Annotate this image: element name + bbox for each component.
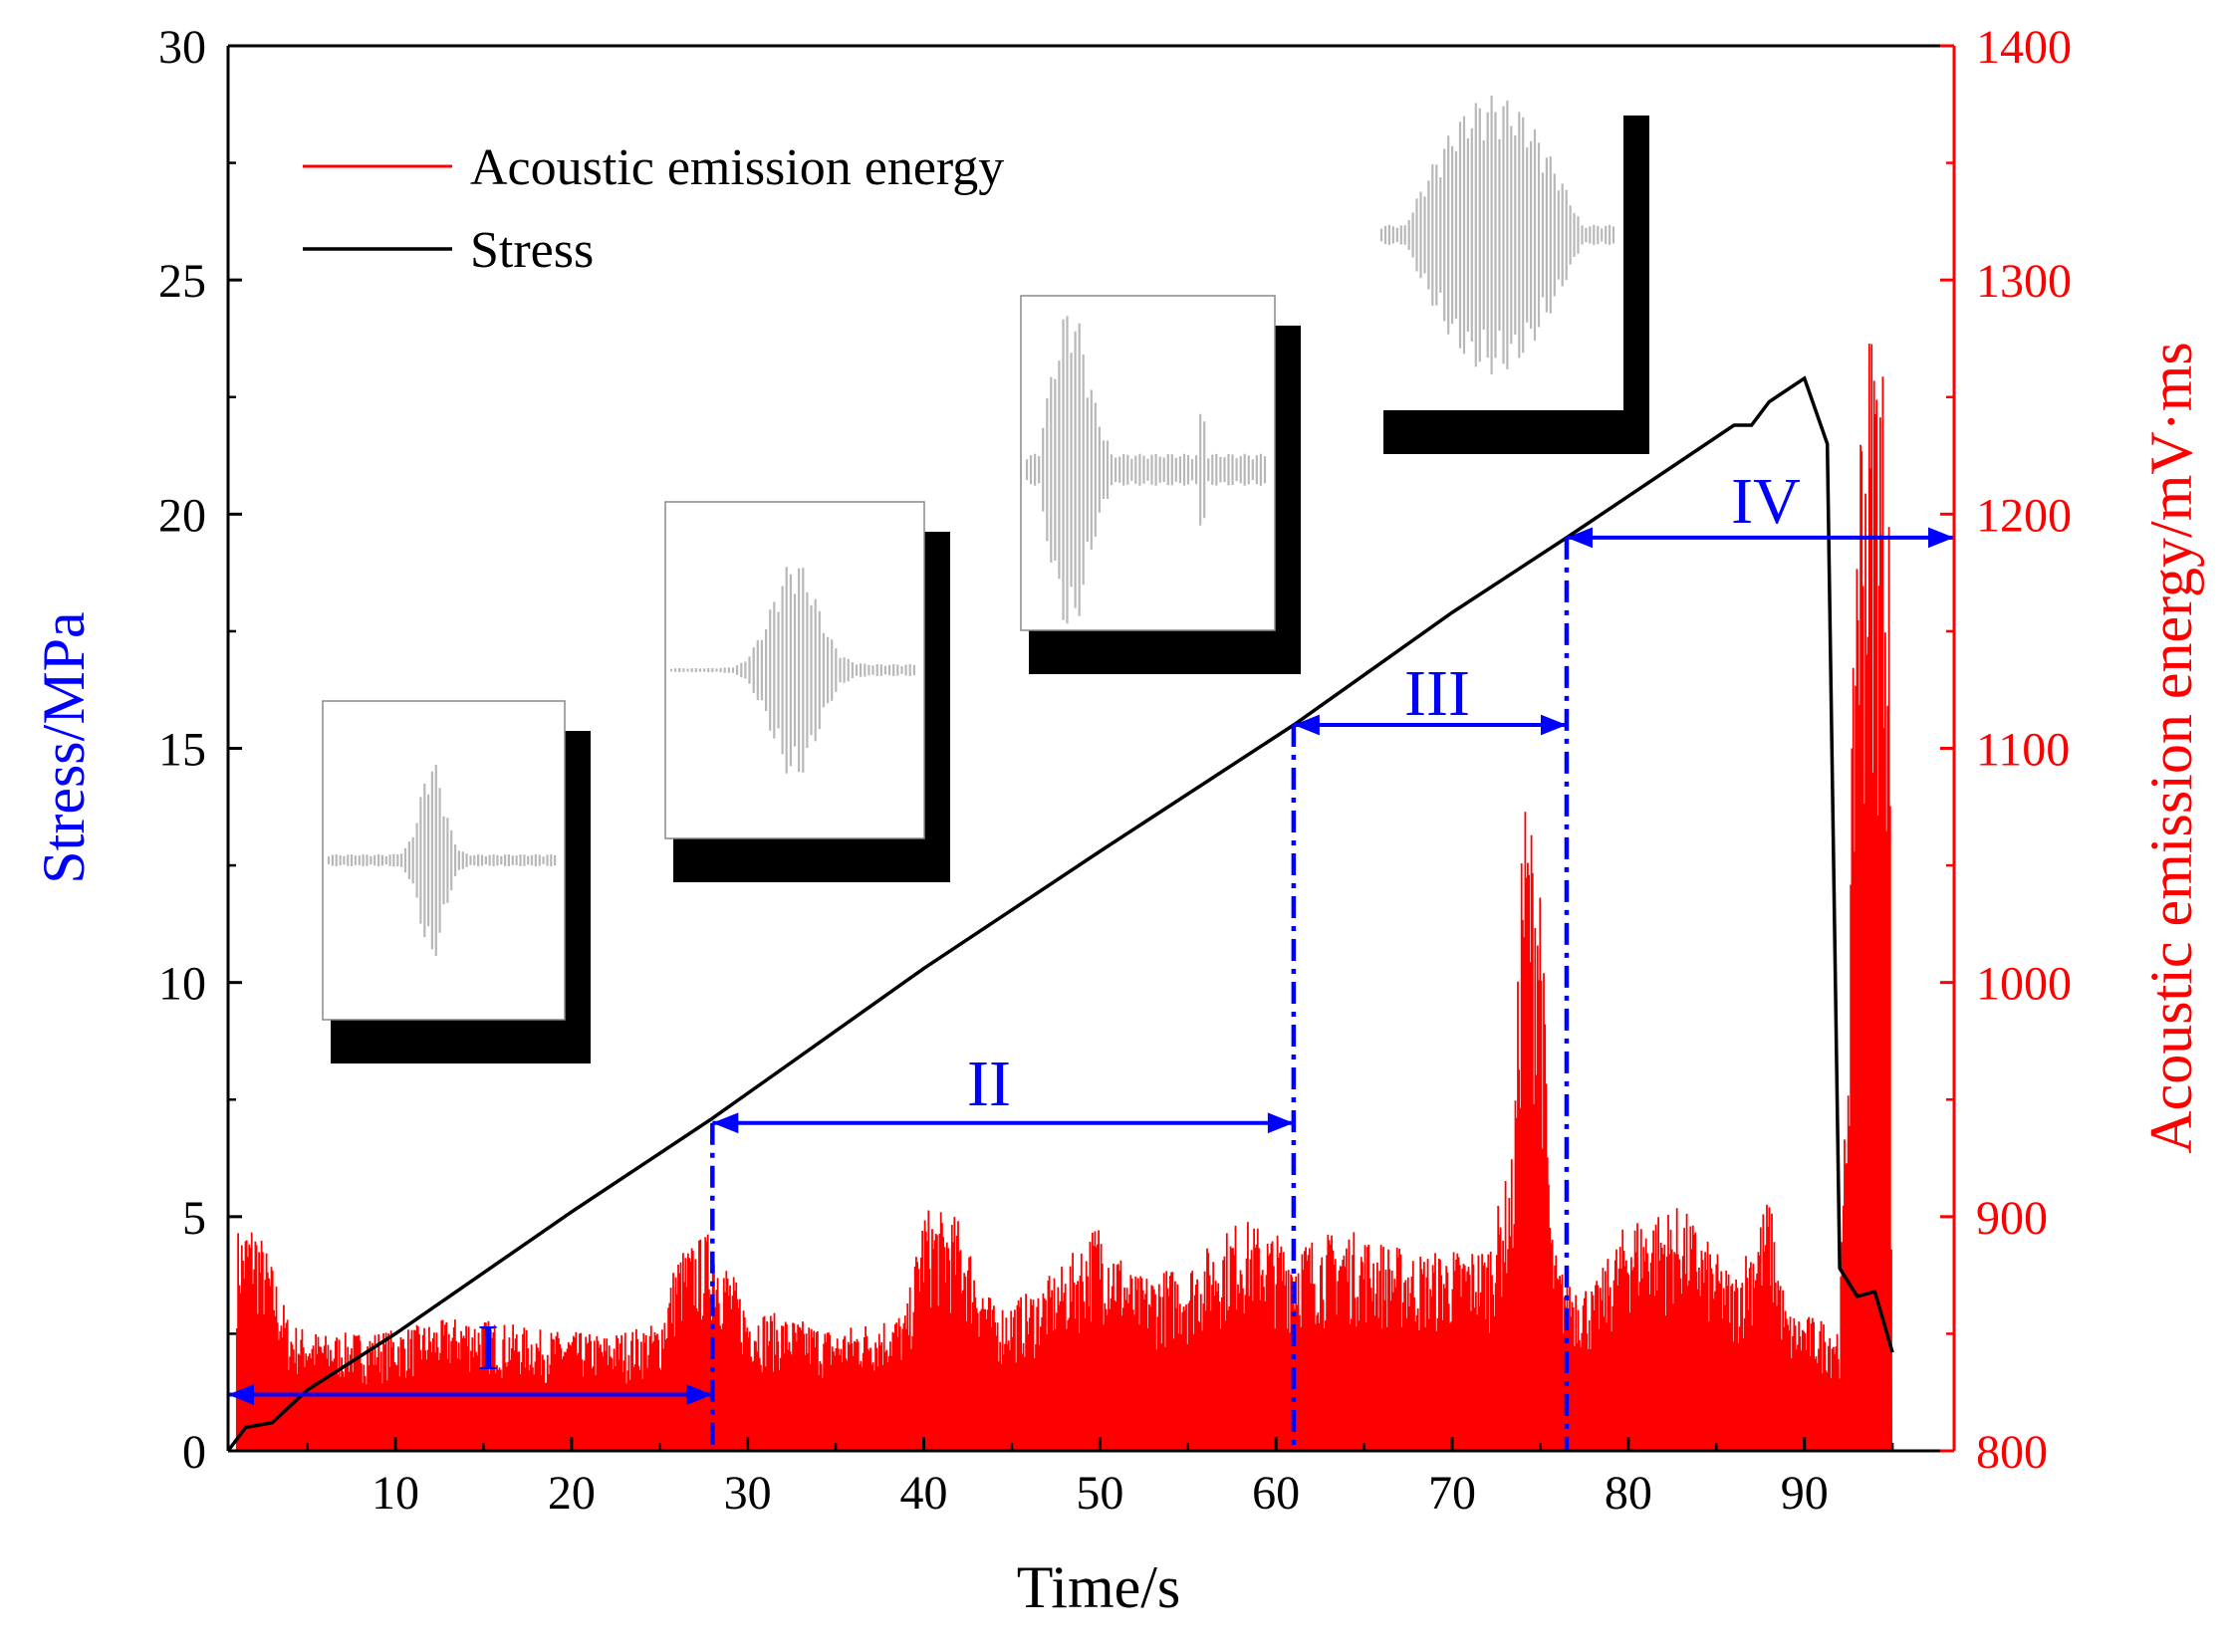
y-axis-left-title: Stress/MPa — [31, 611, 97, 883]
stress-line — [226, 375, 1894, 1453]
inset-trace — [1379, 96, 1615, 374]
y-left-tick-label: 5 — [182, 1192, 206, 1245]
y-axis-right-title: Acoustic emission energy/mV·ms — [2138, 342, 2204, 1153]
x-axis-title: Time/s — [1017, 1554, 1181, 1620]
inset-waveform — [322, 700, 591, 1063]
y-left-tick-label: 25 — [158, 255, 206, 308]
phase-label: I — [477, 1311, 499, 1384]
legend-label-stress: Stress — [470, 222, 594, 279]
x-tick-label: 10 — [372, 1467, 419, 1520]
legend-label-energy: Acoustic emission energy — [470, 139, 1004, 196]
inset-waveform — [1375, 86, 1649, 454]
y-right-tick-label: 1300 — [1976, 255, 2072, 308]
x-tick-label: 30 — [724, 1467, 772, 1520]
y-right-tick-label: 900 — [1976, 1192, 2048, 1245]
inset-trace — [669, 567, 915, 774]
x-tick-label: 40 — [900, 1467, 948, 1520]
y-right-tick-label: 1400 — [1976, 21, 2072, 74]
y-right-tick-label: 1200 — [1976, 489, 2072, 542]
inset-waveforms — [322, 86, 1649, 1063]
x-tick-label: 50 — [1076, 1467, 1123, 1520]
x-tick-label: 70 — [1428, 1467, 1476, 1520]
phase-label: III — [1404, 657, 1470, 730]
inset-waveform — [1020, 295, 1301, 674]
y-right-tick-label: 1100 — [1976, 724, 2070, 777]
inset-trace — [1025, 316, 1267, 624]
y-left-tick-label: 20 — [158, 489, 206, 542]
x-tick-label: 60 — [1252, 1467, 1300, 1520]
axis-ticks: 10 20 30 40 50 60 70 80 900510152025308009001000… — [158, 21, 2072, 1520]
y-left-tick-label: 10 — [158, 958, 206, 1011]
inset-waveform — [664, 501, 950, 882]
y-left-tick-label: 15 — [158, 724, 206, 777]
phase-label: IV — [1731, 465, 1801, 538]
x-tick-label: 80 — [1605, 1467, 1652, 1520]
y-left-tick-label: 0 — [182, 1426, 206, 1479]
phase-label: II — [967, 1048, 1011, 1120]
y-right-tick-label: 1000 — [1976, 958, 2072, 1011]
x-tick-label: 20 — [548, 1467, 596, 1520]
y-right-tick-label: 800 — [1976, 1426, 2048, 1479]
y-left-tick-label: 30 — [158, 21, 206, 74]
inset-trace — [327, 765, 557, 956]
x-tick-label: 90 — [1781, 1467, 1829, 1520]
